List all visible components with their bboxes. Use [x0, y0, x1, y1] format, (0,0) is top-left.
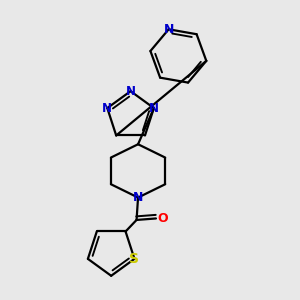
Text: N: N — [149, 102, 159, 115]
Text: S: S — [130, 252, 140, 266]
Text: O: O — [157, 212, 168, 225]
Text: N: N — [164, 23, 174, 36]
Text: N: N — [133, 191, 143, 204]
Text: N: N — [102, 102, 112, 115]
Text: N: N — [126, 85, 136, 98]
